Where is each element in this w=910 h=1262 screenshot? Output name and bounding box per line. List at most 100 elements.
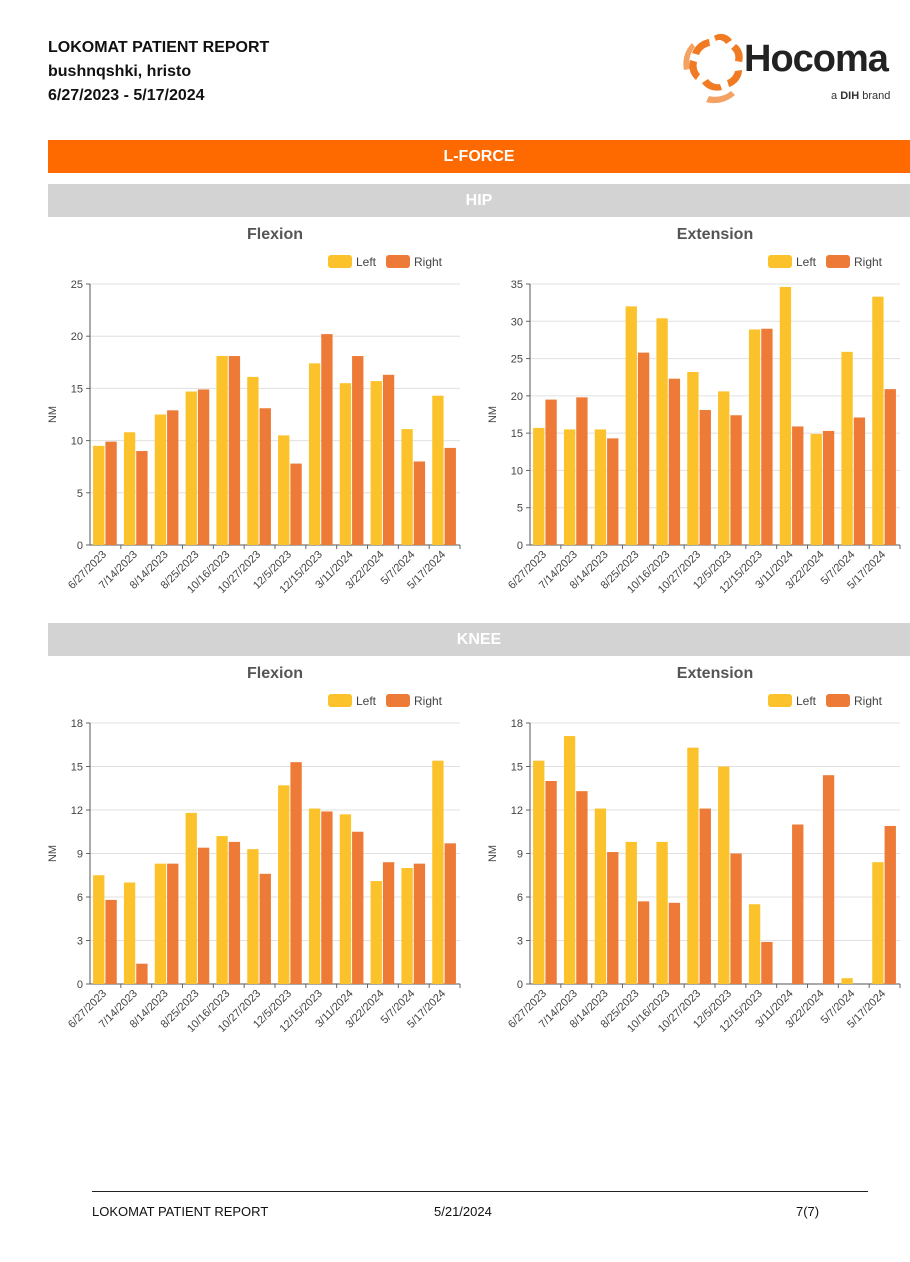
patient-name: bushnqshki, hristo [48, 63, 192, 80]
bar-left [687, 371, 699, 545]
y-tick-label: 10 [511, 465, 523, 477]
bar-left [625, 841, 637, 984]
bar-right [321, 334, 333, 545]
bar-right [228, 356, 241, 545]
hocoma-swirl-icon [683, 33, 743, 104]
bar-right [730, 853, 742, 984]
bar-left [370, 881, 382, 984]
bar-right [105, 899, 117, 984]
y-tick-label: 3 [77, 936, 83, 948]
legend-swatch-left [328, 255, 352, 268]
bar-right [822, 775, 835, 984]
bar-left [370, 381, 382, 545]
bar-right [884, 825, 896, 984]
bar-right [792, 824, 804, 984]
footer-date: 5/21/2024 [434, 1204, 492, 1219]
y-tick-label: 15 [511, 428, 523, 440]
bar-right [228, 841, 241, 984]
y-tick-label: 25 [511, 354, 523, 366]
bar-left [154, 863, 167, 984]
bar-right [444, 447, 456, 545]
bar-right [444, 843, 456, 984]
logo-subline: a DIH brand [831, 90, 891, 102]
y-tick-label: 9 [517, 849, 523, 861]
bar-left [563, 429, 576, 545]
bar-right [607, 438, 619, 545]
footer-divider [92, 1191, 868, 1192]
bar-left [432, 760, 444, 984]
bar-right [413, 863, 426, 984]
bar-left [718, 766, 730, 984]
section-title-bar: L-FORCE [48, 140, 910, 173]
y-axis-label: NM [487, 845, 499, 862]
bar-right [853, 417, 866, 545]
bar-right [822, 430, 835, 545]
y-tick-label: 35 [511, 279, 523, 291]
hocoma-logo: Hocoma a DIH brand [676, 30, 906, 110]
y-axis-label: NM [487, 406, 499, 423]
bar-left [432, 395, 444, 545]
y-tick-label: 25 [71, 279, 83, 291]
bar-right [290, 762, 302, 984]
bar-left [185, 391, 197, 545]
bar-left [278, 435, 290, 545]
bar-right [413, 461, 426, 545]
bar-left [810, 433, 822, 545]
chart-title: Flexion [247, 226, 303, 243]
legend-swatch-right [826, 694, 850, 707]
bar-right [792, 426, 804, 545]
legend-label-left: Left [796, 694, 817, 708]
hip-flexion-chart: Flexion Left Right 0 5 10 15 20 25 NM 6/27/2023 7/1… [28, 218, 478, 618]
bar-left [247, 849, 259, 984]
y-tick-label: 15 [71, 762, 83, 774]
legend-swatch-right [386, 694, 410, 707]
bar-right [136, 451, 148, 545]
legend-label-right: Right [854, 255, 883, 269]
bar-right [352, 831, 364, 984]
bar-left [216, 356, 228, 545]
bar-left [841, 978, 853, 984]
y-tick-label: 9 [77, 849, 83, 861]
y-tick-label: 0 [77, 979, 83, 991]
footer-title: LOKOMAT PATIENT REPORT [92, 1204, 269, 1219]
footer-page: 7(7) [796, 1204, 820, 1219]
chart-legend: Left Right [768, 694, 883, 708]
report-date-range: 6/27/2023 - 5/17/2024 [48, 87, 205, 104]
bar-left [872, 862, 884, 984]
legend-label-right: Right [414, 694, 443, 708]
y-tick-label: 5 [77, 488, 83, 500]
bar-right [136, 963, 148, 984]
bar-right [637, 901, 650, 984]
bar-left [123, 882, 136, 984]
bar-left [841, 351, 853, 545]
y-tick-label: 0 [517, 979, 523, 991]
bar-left [278, 785, 290, 984]
legend-label-left: Left [796, 255, 817, 269]
bar-right [668, 378, 681, 545]
bar-left [339, 383, 352, 545]
bar-right [259, 873, 271, 984]
bar-right [321, 811, 333, 984]
chart-legend: Left Right [768, 255, 883, 269]
bar-right [730, 415, 742, 545]
bar-right [607, 852, 619, 984]
y-tick-label: 15 [71, 383, 83, 395]
bar-right [576, 791, 588, 984]
bar-left [308, 363, 321, 545]
y-tick-label: 12 [71, 805, 83, 817]
chart-title: Flexion [247, 665, 303, 682]
bar-right [197, 389, 210, 545]
bar-left [563, 736, 576, 984]
chart-title: Extension [677, 226, 753, 243]
bar-left [748, 329, 761, 545]
bar-right [290, 463, 302, 545]
y-axis-label: NM [47, 406, 59, 423]
chart-legend: Left Right [328, 694, 443, 708]
bar-right [167, 863, 179, 984]
legend-swatch-right [386, 255, 410, 268]
bar-right [884, 389, 896, 545]
